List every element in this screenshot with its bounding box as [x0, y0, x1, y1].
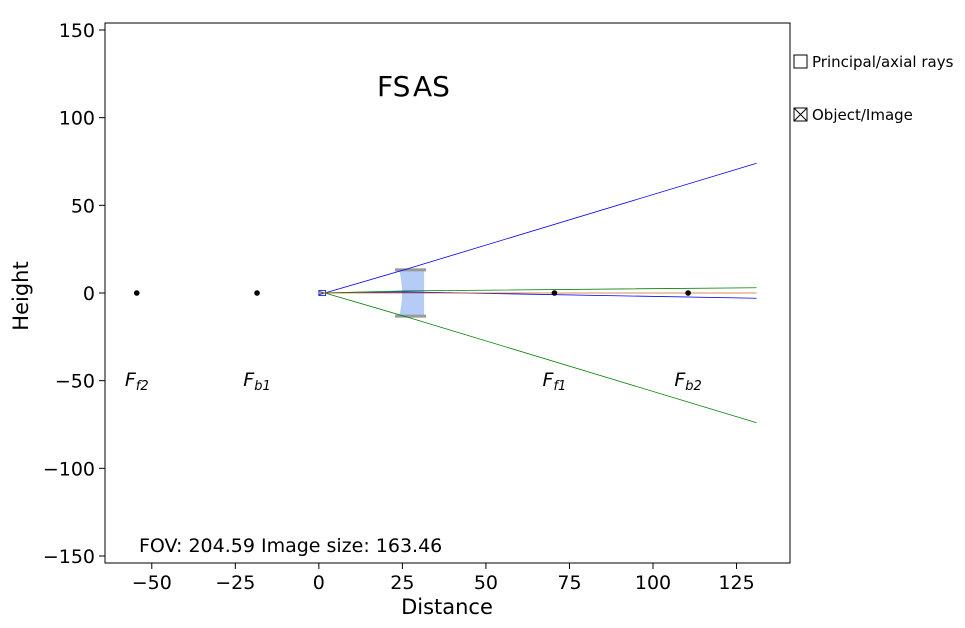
focal-point-f1 [551, 290, 558, 296]
focal-label-subscript: b2 [685, 379, 702, 394]
y-tick-label: −50 [55, 371, 95, 393]
focal-label-b2: Fb2 [674, 369, 701, 394]
focal-label-subscript: f2 [136, 379, 149, 394]
y-axis-title: Height [9, 261, 33, 330]
y-tick-label: 100 [59, 108, 95, 130]
checkbox-box[interactable] [793, 54, 808, 69]
lens-edge-bottom [395, 314, 427, 318]
y-tick-label: 150 [59, 20, 95, 42]
ray-1 [318, 290, 757, 424]
x-tick-label: 0 [313, 572, 325, 594]
ray-3 [318, 287, 757, 294]
focal-label-base: F [125, 369, 137, 391]
x-axis-title: Distance [401, 595, 493, 619]
aperture-stop-label: AS [413, 70, 450, 103]
fov-image-size-text: FOV: 204.59 Image size: 163.46 [139, 535, 442, 557]
focal-point-f2 [133, 290, 140, 296]
focal-label-b1: Fb1 [243, 369, 270, 394]
x-axis: −50 −25 0 25 50 75 100 125 [132, 563, 755, 594]
y-axis: −150 −100 −50 0 50 100 150 [43, 20, 105, 568]
y-tick-label: 0 [83, 283, 95, 305]
x-tick-label: 25 [390, 572, 414, 594]
y-tick-label: −150 [43, 546, 95, 568]
focal-label-base: F [543, 369, 555, 391]
checkbox-label: Object/Image [812, 106, 913, 124]
focal-label-f1: Ff1 [543, 369, 567, 394]
x-tick-label: −25 [215, 572, 255, 594]
checkbox-principal-axial-rays[interactable]: Principal/axial rays [793, 53, 954, 71]
focal-label-base: F [243, 369, 255, 391]
plot-area: Ff2 Fb1 Ff1 Fb2 [125, 162, 757, 424]
x-tick-label: −50 [132, 572, 172, 594]
focal-label-subscript: b1 [254, 379, 271, 394]
y-tick-label: 50 [71, 195, 95, 217]
focal-label-f2: Ff2 [125, 369, 149, 394]
checkbox-check-icon [793, 107, 808, 122]
ray-0 [318, 162, 757, 296]
x-tick-label: 50 [474, 572, 498, 594]
x-tick-label: 75 [557, 572, 581, 594]
lens-edge-top [395, 268, 427, 272]
x-tick-label: 100 [635, 572, 671, 594]
focal-label-subscript: f1 [553, 379, 566, 394]
x-tick-label: 125 [718, 572, 754, 594]
checkbox-label: Principal/axial rays [812, 53, 954, 71]
field-stop-label: FS [377, 70, 410, 103]
focal-label-base: F [674, 369, 686, 391]
y-tick-label: −100 [43, 458, 95, 480]
checkbox-object-image[interactable]: Object/Image [793, 106, 913, 124]
focal-point-b1 [254, 290, 260, 296]
focal-point-b2 [685, 290, 691, 296]
